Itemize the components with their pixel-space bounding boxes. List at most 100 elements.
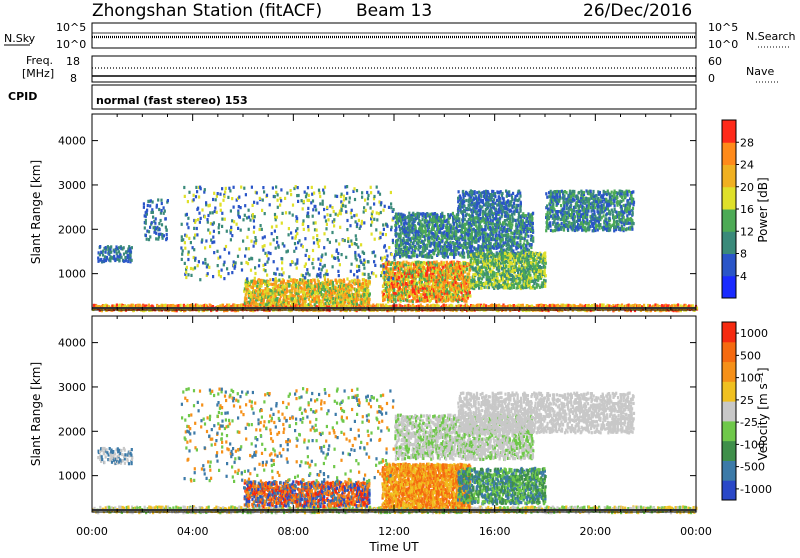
echo-cell [148,230,150,233]
echo-cell [149,204,151,207]
echo-cell [469,229,471,232]
echo-cell [427,285,429,288]
echo-cell [314,279,316,282]
echo-cell [160,219,162,222]
echo-cell [579,304,581,307]
echo-cell [300,287,302,290]
echo-cell [409,229,411,232]
echo-cell [149,235,151,238]
echo-cell [131,259,133,262]
echo-cell [523,242,525,245]
echo-cell [485,228,487,231]
echo-cell [357,298,359,301]
echo-cell [119,259,121,262]
echo-cell [471,211,473,214]
echo-cell [267,288,269,291]
freq-left-top: 18 [66,55,80,68]
echo-cell [405,230,407,233]
echo-cell [463,200,465,203]
echo-cell [458,217,460,220]
echo-cell [260,279,262,282]
echo-cell [456,240,458,243]
echo-cell [145,234,147,237]
echo-cell [166,233,168,236]
echo-cell [318,295,320,298]
echo-cell [449,224,451,227]
echo-cell [421,293,423,296]
echo-cell [238,304,240,307]
echo-cell [490,242,492,245]
echo-cell [517,225,519,228]
echo-cell [478,217,480,220]
echo-cell [442,266,444,269]
echo-cell [532,227,534,230]
echo-cell [532,222,534,225]
echo-cell [448,221,450,224]
echo-cell [408,233,410,236]
echo-cell [145,219,147,222]
echo-cell [283,279,285,282]
echo-cell [404,216,406,219]
echo-cell [440,261,442,264]
echo-cell [429,223,431,226]
noise-left-label: N.Sky [4,32,36,45]
echo-cell [167,199,169,202]
echo-cell [423,266,425,269]
freq-left-label-2: [MHz] [22,67,54,80]
echo-cell [354,279,356,282]
echo-cell [443,224,445,227]
echo-cell [286,287,288,290]
echo-cell [267,295,269,298]
echo-cell [450,249,452,252]
echo-cell [123,246,125,249]
echo-cell [109,259,111,262]
echo-cell [471,232,473,235]
echo-cell [292,294,294,297]
echo-cell [327,278,329,281]
echo-cell [466,267,468,270]
nave-right-bottom: 0 [708,72,715,85]
echo-cell [165,217,167,220]
echo-cell [434,212,436,215]
echo-cell [405,235,407,238]
echo-cell [443,296,445,299]
echo-cell [407,278,409,281]
echo-cell [158,208,160,211]
echo-cell [424,213,426,216]
echo-cell [404,267,406,270]
echo-cell [425,234,427,237]
echo-cell [124,256,126,259]
echo-cell [427,261,429,264]
echo-cell [413,254,415,257]
date-label: 26/Dec/2016 [583,1,692,21]
echo-cell [468,273,470,276]
echo-cell [513,219,515,222]
echo-cell [100,251,102,254]
echo-cell [507,233,509,236]
echo-cell [462,219,464,222]
echo-cell [450,245,452,248]
echo-cell [531,243,533,246]
echo-cell [431,256,433,259]
echo-cell [269,278,271,281]
echo-cell [418,212,420,215]
echo-cell [400,234,402,237]
echo-cell [409,286,411,289]
noise-panel-frame [92,23,696,48]
echo-cell [151,221,153,224]
echo-cell [437,250,439,253]
echo-cell [130,250,132,253]
echo-cell [384,298,386,301]
echo-cell [462,190,464,193]
echo-cell [671,304,673,307]
echo-cell [149,226,151,229]
echo-cell [160,199,162,202]
freq-panel-frame [92,56,696,82]
echo-cell [295,289,297,292]
echo-cell [603,304,605,307]
echo-cell [475,224,477,227]
echo-cell [532,240,534,243]
echo-cell [161,223,163,226]
cpid-label: CPID [8,90,37,103]
echo-cell [409,299,411,302]
